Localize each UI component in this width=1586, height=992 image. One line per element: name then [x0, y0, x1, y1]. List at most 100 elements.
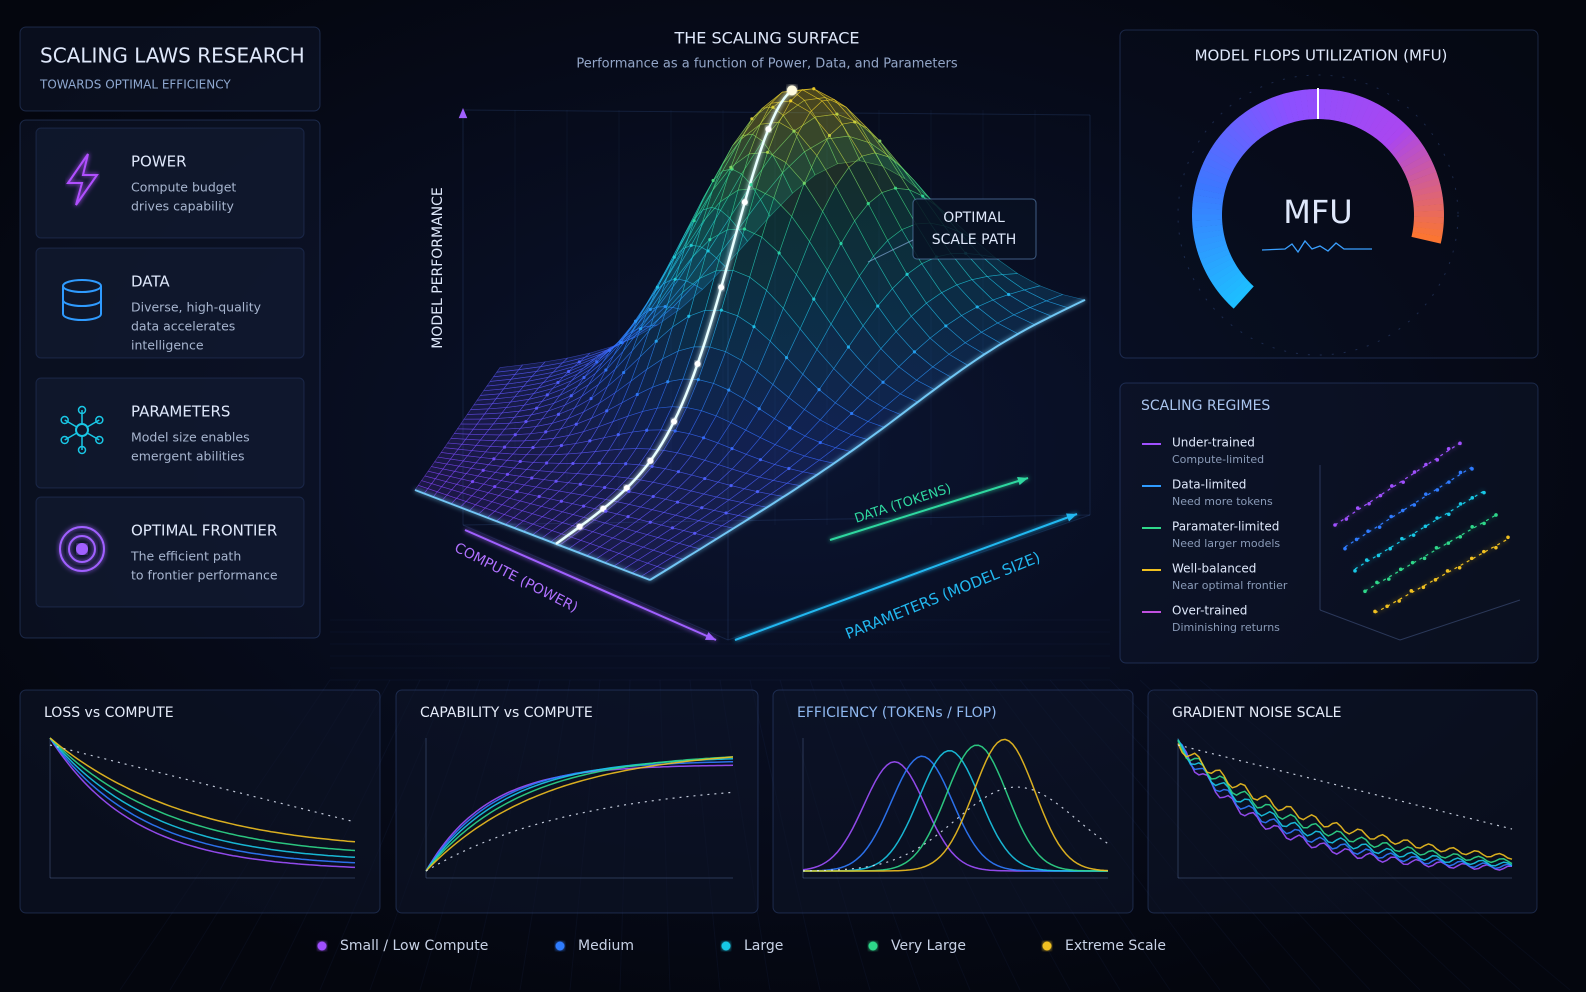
panel-curve	[49, 737, 356, 843]
regime-dot	[1410, 560, 1415, 565]
panel	[395, 689, 759, 914]
regimes-box	[1119, 382, 1539, 664]
gauge-segment	[1286, 91, 1300, 123]
gauge-segment	[1333, 90, 1346, 122]
regime-dot	[1422, 556, 1427, 561]
factor-text: intelligence	[131, 338, 204, 353]
surface-dot	[719, 308, 723, 312]
icon-data	[62, 286, 102, 321]
surface-dot	[624, 462, 628, 466]
surface-dot	[750, 117, 754, 121]
icon-params	[64, 419, 78, 428]
gauge-segment	[1229, 120, 1255, 147]
surface-dot	[818, 440, 822, 445]
regime-dot	[1470, 496, 1475, 500]
regime-dot	[1378, 493, 1383, 498]
surface-dot	[730, 446, 734, 451]
regime-dot	[1482, 549, 1486, 554]
surface-dot	[866, 202, 870, 206]
surface-dot	[672, 255, 676, 259]
surface-dot	[673, 429, 677, 433]
surface-dot	[905, 272, 909, 276]
regime-name: Data-limited	[1172, 478, 1246, 492]
axis-arrow	[464, 529, 717, 641]
regime-name: Well-balanced	[1172, 562, 1256, 576]
regime-dot	[1435, 516, 1439, 520]
surface-dot	[645, 428, 649, 432]
surface-dot	[1007, 292, 1011, 297]
surface-dot	[524, 420, 528, 424]
gauge-segment	[1343, 93, 1359, 125]
surface-dot	[604, 368, 608, 372]
icon-params	[60, 435, 69, 445]
surface-dot	[619, 340, 623, 345]
header-subtitle: TOWARDS OPTIMAL EFFICIENCY	[39, 78, 231, 92]
surface-dot	[554, 479, 558, 483]
header-title: SCALING LAWS RESEARCH	[40, 44, 305, 68]
regime-dot	[1458, 441, 1462, 446]
regime-dot	[1388, 546, 1392, 551]
icon-params	[64, 432, 78, 441]
regime-dot	[1400, 508, 1405, 513]
regime-dot	[1367, 501, 1371, 506]
gauge-segment	[1193, 229, 1225, 241]
surface-dot	[827, 133, 832, 138]
regime-dot	[1333, 523, 1337, 527]
legend-label: Very Large	[891, 938, 966, 954]
callout-line: OPTIMAL	[943, 210, 1005, 226]
surface-dot	[607, 348, 612, 352]
icon-params	[95, 435, 104, 445]
regime-trend	[1364, 514, 1497, 592]
surface-dot	[654, 339, 658, 343]
surface-dot	[749, 183, 753, 187]
factor-text: to frontier performance	[131, 568, 278, 583]
surface-dot	[675, 500, 680, 504]
gauge-segment	[1255, 102, 1276, 132]
gauge-segment	[1200, 248, 1231, 267]
regime-dot	[1435, 458, 1440, 462]
surface-dot	[846, 345, 851, 349]
regime-dot	[1390, 484, 1394, 488]
panel-title: CAPABILITY vs COMPUTE	[420, 705, 593, 721]
regime-dot	[1447, 480, 1451, 484]
y-axis-label: MODEL PERFORMANCE	[430, 187, 446, 349]
panel-title: EFFICIENCY (TOKENs / FLOP)	[797, 705, 997, 721]
regime-dot	[1446, 446, 1451, 451]
surface-dot	[559, 499, 563, 503]
icon-params	[77, 405, 87, 415]
arrow-head	[1066, 513, 1077, 522]
regime-dot	[1363, 589, 1367, 594]
path-node	[671, 418, 677, 425]
surface-dot	[651, 494, 655, 499]
surface-dot	[975, 305, 979, 309]
axis-arrow	[829, 477, 1029, 541]
surface-dot	[777, 251, 781, 255]
surface-dot	[633, 319, 638, 323]
gauge-segment	[1202, 253, 1233, 273]
panel-curve	[425, 756, 734, 872]
surface-dot	[921, 194, 925, 198]
surface-dot	[701, 436, 706, 440]
gauge-segment	[1198, 168, 1229, 185]
regime-dot	[1373, 609, 1377, 614]
gauge-segment	[1194, 181, 1226, 195]
surface-dot	[788, 426, 792, 430]
gauge-segment	[1203, 156, 1233, 176]
gauge-segment	[1273, 94, 1290, 126]
peak-node	[787, 85, 797, 96]
icon-params	[77, 445, 87, 455]
path-node	[765, 126, 772, 133]
frame-line	[462, 514, 1091, 526]
surface-dot	[708, 238, 712, 242]
surface-dot	[817, 388, 821, 392]
path-node	[647, 457, 654, 464]
surface-dot	[627, 489, 631, 494]
surface-dot	[556, 412, 561, 416]
gauge-segment	[1215, 271, 1244, 295]
factor-text: Model size enables	[131, 430, 250, 445]
gauge-segment	[1413, 197, 1444, 207]
surface-dot	[595, 360, 599, 364]
frame-line	[727, 514, 1091, 641]
gauge-segment	[1383, 122, 1409, 149]
legend-label: Medium	[578, 938, 634, 954]
